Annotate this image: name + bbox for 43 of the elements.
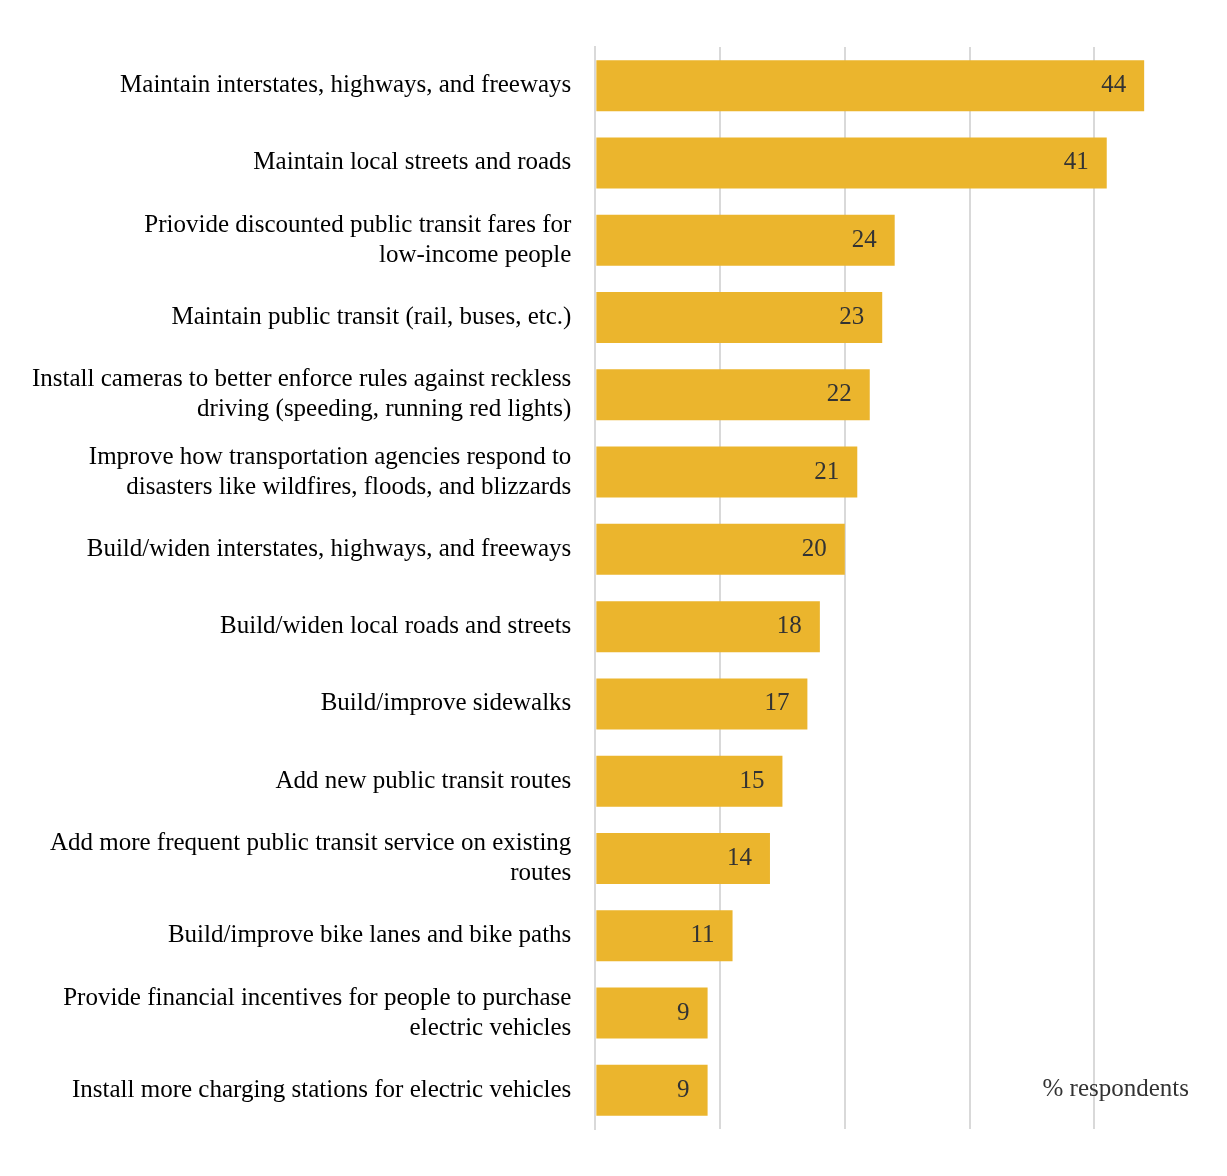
- bar: [596, 910, 733, 962]
- y-tick-label: Install more charging stations for electric vehicles: [71, 1074, 572, 1102]
- bar: [596, 60, 1145, 112]
- y-tick-label: Maintain interstates, highways, and freeways: [120, 70, 572, 98]
- bar: [596, 369, 870, 421]
- data-label: 9: [677, 997, 690, 1025]
- bar: [596, 601, 820, 653]
- bar: [596, 446, 858, 498]
- y-tick-label: Add more frequent public transit service on existing routes: [49, 828, 572, 886]
- data-label: 20: [801, 533, 827, 561]
- y-tick-label: Improve how transportation agencies respond to disasters like wildfires, floods, and blizzards: [88, 441, 572, 499]
- data-label: 11: [690, 920, 715, 948]
- data-label: 44: [1101, 70, 1127, 98]
- data-label: 9: [677, 1074, 690, 1102]
- data-label: 41: [1063, 147, 1089, 175]
- data-label: 17: [764, 688, 790, 716]
- y-tick-label: Build/widen local roads and streets: [220, 611, 572, 639]
- data-label: 22: [826, 379, 852, 407]
- annotation: % respondents: [1042, 1073, 1189, 1101]
- y-tick-label: Provide financial incentives for people to purchase electric vehicles: [63, 982, 572, 1040]
- y-tick-label: Build/improve sidewalks: [320, 688, 572, 716]
- bar: [596, 833, 770, 884]
- y-tick-label: Build/improve bike lanes and bike paths: [167, 920, 572, 948]
- y-tick-label: Maintain local streets and roads: [253, 147, 572, 175]
- data-label: 21: [814, 456, 840, 484]
- bar: [596, 214, 895, 266]
- bar: [596, 755, 783, 807]
- data-label: 23: [839, 302, 865, 330]
- data-label: 14: [726, 843, 753, 871]
- bar: [596, 137, 1107, 189]
- bar: [596, 523, 845, 575]
- data-label: 15: [739, 765, 765, 793]
- bar: [596, 678, 808, 730]
- data-label: 24: [851, 224, 878, 252]
- bar: [596, 987, 708, 1039]
- y-tick-label: Build/widen interstates, highways, and freeways: [86, 533, 572, 561]
- y-tick-label: Install cameras to better enforce rules against reckless driving (speeding, running red lights): [32, 364, 572, 423]
- data-label: 18: [776, 611, 802, 639]
- bar: [596, 1064, 708, 1116]
- y-tick-label: Add new public transit routes: [275, 765, 572, 793]
- y-tick-label: Priovide discounted public transit fares for low-income people: [144, 209, 573, 267]
- bar: [596, 292, 883, 343]
- y-tick-label: Maintain public transit (rail, buses, etc.): [171, 302, 572, 331]
